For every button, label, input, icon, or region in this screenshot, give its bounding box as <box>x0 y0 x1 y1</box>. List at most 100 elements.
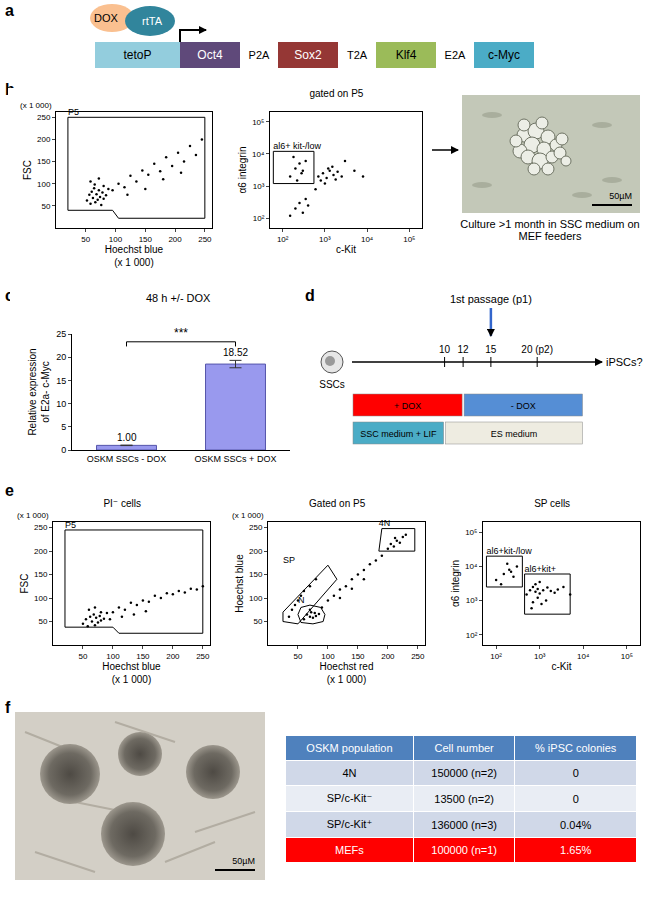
svg-text:250: 250 <box>37 113 51 122</box>
svg-text:OSKM SSCs - DOX: OSKM SSCs - DOX <box>87 454 167 464</box>
svg-text:al6+ kit-/low: al6+ kit-/low <box>273 141 321 151</box>
svg-text:10³: 10³ <box>534 652 546 661</box>
svg-text:c-Kit: c-Kit <box>336 244 356 255</box>
svg-text:250: 250 <box>198 235 212 244</box>
svg-text:10⁴: 10⁴ <box>465 562 478 571</box>
svg-text:***: *** <box>174 326 188 340</box>
svg-text:150: 150 <box>139 235 153 244</box>
svg-text:5: 5 <box>61 422 66 432</box>
svg-text:50: 50 <box>41 202 50 211</box>
svg-text:10³: 10³ <box>253 182 265 191</box>
svg-text:Hoechst blue: Hoechst blue <box>234 554 245 613</box>
svg-text:10: 10 <box>56 399 66 409</box>
svg-text:50µM: 50µM <box>232 856 255 866</box>
svg-text:N: N <box>298 595 305 605</box>
svg-text:150: 150 <box>249 570 263 579</box>
svg-text:1.00: 1.00 <box>117 432 137 443</box>
svg-text:iPSCs?: iPSCs? <box>606 356 643 368</box>
svg-text:(x 1 000): (x 1 000) <box>232 511 264 520</box>
svg-text:gated on P5: gated on P5 <box>309 88 363 99</box>
svg-text:200: 200 <box>34 547 48 556</box>
svg-text:10⁵: 10⁵ <box>621 652 633 661</box>
svg-text:0: 0 <box>61 445 66 455</box>
svg-text:P5: P5 <box>68 107 79 117</box>
svg-text:10⁴: 10⁴ <box>577 652 590 661</box>
svg-text:150: 150 <box>351 652 365 661</box>
svg-text:(x 1 000): (x 1 000) <box>17 511 49 520</box>
svg-text:200: 200 <box>37 135 51 144</box>
svg-text:FSC: FSC <box>19 574 30 594</box>
svg-text:Gated on P5: Gated on P5 <box>309 498 366 509</box>
svg-text:SSCs: SSCs <box>319 379 345 390</box>
svg-text:50: 50 <box>253 617 262 626</box>
svg-text:Hoechst red(x 1 000): Hoechst red(x 1 000) <box>320 661 374 685</box>
svg-text:Hoechst blue(x 1 000): Hoechst blue(x 1 000) <box>105 244 164 268</box>
svg-text:(x 1 000): (x 1 000) <box>20 101 52 110</box>
svg-text:c-Kit: c-Kit <box>552 661 572 672</box>
svg-text:10⁵: 10⁵ <box>403 235 415 244</box>
svg-text:P2A: P2A <box>249 49 270 61</box>
svg-text:P5: P5 <box>65 520 76 530</box>
svg-text:100: 100 <box>249 594 263 603</box>
svg-text:150: 150 <box>136 652 150 661</box>
svg-text:12: 12 <box>458 344 470 355</box>
svg-text:25: 25 <box>56 329 66 339</box>
svg-text:250: 250 <box>34 523 48 532</box>
svg-text:c-Myc: c-Myc <box>488 48 520 62</box>
svg-text:rtTA: rtTA <box>142 15 163 27</box>
svg-text:- DOX: - DOX <box>511 401 536 411</box>
svg-text:10⁵: 10⁵ <box>252 117 264 126</box>
svg-text:250: 250 <box>411 652 425 661</box>
svg-text:10³: 10³ <box>319 235 331 244</box>
svg-text:50: 50 <box>294 652 303 661</box>
svg-text:1st passage (p1): 1st passage (p1) <box>450 293 532 305</box>
svg-text:200: 200 <box>249 547 263 556</box>
svg-text:100: 100 <box>106 652 120 661</box>
svg-text:SP: SP <box>283 555 295 565</box>
svg-text:15: 15 <box>56 376 66 386</box>
svg-text:10⁵: 10⁵ <box>465 528 477 537</box>
svg-text:200: 200 <box>381 652 395 661</box>
svg-text:20: 20 <box>56 352 66 362</box>
svg-text:10⁴: 10⁴ <box>361 235 374 244</box>
svg-text:al6+kit+: al6+kit+ <box>525 564 557 574</box>
svg-text:10²: 10² <box>466 631 478 640</box>
svg-text:150: 150 <box>34 570 48 579</box>
svg-text:10³: 10³ <box>466 596 478 605</box>
svg-text:+ DOX: + DOX <box>394 401 421 411</box>
svg-text:10⁴: 10⁴ <box>252 150 265 159</box>
svg-text:150: 150 <box>37 157 51 166</box>
svg-text:18.52: 18.52 <box>223 347 248 358</box>
svg-text:100: 100 <box>321 652 335 661</box>
svg-text:OSKM SSCs + DOX: OSKM SSCs + DOX <box>195 454 277 464</box>
svg-text:200: 200 <box>166 652 180 661</box>
svg-text:α6 integrin: α6 integrin <box>450 560 461 607</box>
svg-text:4N: 4N <box>379 518 391 528</box>
svg-text:100: 100 <box>109 235 123 244</box>
svg-text:50µM: 50µM <box>609 191 632 201</box>
svg-text:SP cells: SP cells <box>534 498 570 509</box>
svg-text:10²: 10² <box>277 235 289 244</box>
svg-text:50: 50 <box>79 652 88 661</box>
svg-text:15: 15 <box>485 344 497 355</box>
svg-text:T2A: T2A <box>347 49 368 61</box>
svg-text:al6+kit-/low: al6+kit-/low <box>486 546 532 556</box>
svg-text:48 h +/- DOX: 48 h +/- DOX <box>146 292 211 304</box>
svg-text:E2A: E2A <box>445 49 466 61</box>
svg-text:20 (p2): 20 (p2) <box>521 344 553 355</box>
svg-text:PI⁻ cells: PI⁻ cells <box>103 498 141 509</box>
svg-text:FSC: FSC <box>22 160 33 180</box>
svg-text:50: 50 <box>38 617 47 626</box>
svg-text:50: 50 <box>81 235 90 244</box>
svg-text:Hoechst blue(x 1 000): Hoechst blue(x 1 000) <box>102 661 161 685</box>
svg-text:10: 10 <box>439 344 451 355</box>
svg-text:100: 100 <box>34 594 48 603</box>
svg-text:Oct4: Oct4 <box>197 48 223 62</box>
svg-text:Sox2: Sox2 <box>294 48 322 62</box>
svg-text:DOX: DOX <box>94 12 119 24</box>
svg-text:ES medium: ES medium <box>491 429 538 439</box>
svg-text:10²: 10² <box>490 652 502 661</box>
svg-text:α6 integrin: α6 integrin <box>237 147 248 194</box>
svg-text:Klf4: Klf4 <box>396 48 417 62</box>
svg-text:100: 100 <box>37 180 51 189</box>
